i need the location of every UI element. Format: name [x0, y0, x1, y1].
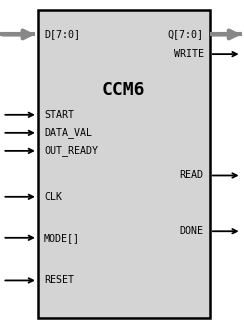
Text: OUT_READY: OUT_READY [44, 145, 98, 156]
Bar [38, 10, 210, 318]
Text: CLK: CLK [44, 192, 62, 202]
Text: D[7:0]: D[7:0] [44, 30, 80, 39]
Text: RESET: RESET [44, 276, 74, 285]
Text: WRITE: WRITE [174, 49, 204, 59]
Text: START: START [44, 110, 74, 120]
Text: CCM6: CCM6 [102, 81, 146, 99]
Text: DONE: DONE [180, 226, 204, 236]
Text: Q[7:0]: Q[7:0] [168, 30, 204, 39]
Text: DATA_VAL: DATA_VAL [44, 127, 92, 138]
Text: MODE[]: MODE[] [44, 233, 80, 243]
Text: READ: READ [180, 171, 204, 180]
